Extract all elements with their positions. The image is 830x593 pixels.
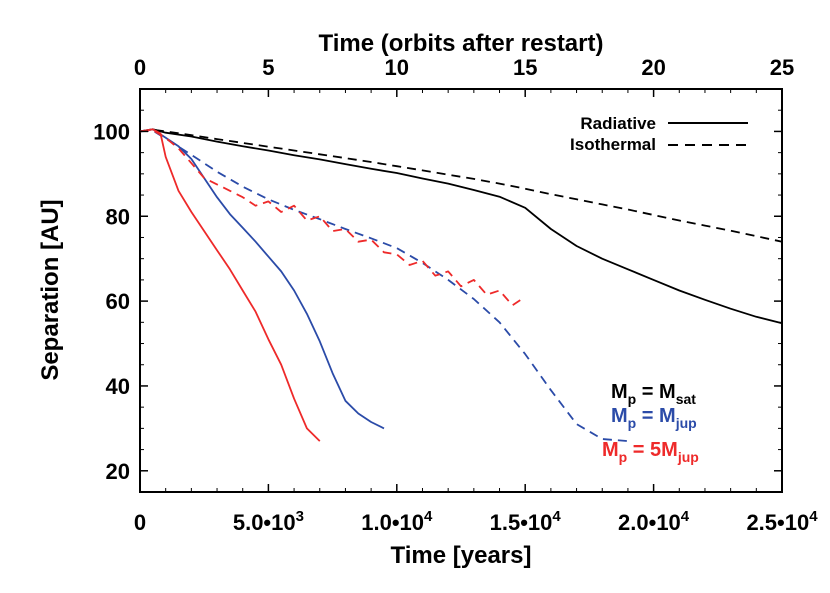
x2-axis-title: Time (orbits after restart)	[319, 30, 604, 57]
y-tick-label: 80	[106, 204, 130, 229]
legend: Radiative Isothermal	[570, 114, 748, 154]
mass-label: Mp = Mjup	[611, 405, 697, 431]
series-line-5mjup-isothermal	[139, 129, 526, 307]
x2-tick-label: 25	[770, 55, 794, 80]
y-tick-label: 40	[106, 374, 130, 399]
y-tick-label: 60	[106, 289, 130, 314]
series-layer	[139, 128, 783, 442]
x2-tick-label: 20	[641, 55, 665, 80]
y-tick-label: 20	[106, 459, 130, 484]
y-axis-title: Separation [AU]	[37, 199, 64, 380]
series-line-msat-isothermal	[139, 128, 783, 243]
x2-tick-label: 5	[262, 55, 274, 80]
plot-frame	[139, 88, 783, 493]
legend-label-radiative: Radiative	[580, 114, 656, 133]
series-line-msat-radiative	[139, 128, 783, 325]
x-tick-label: 1.0•104	[361, 508, 433, 535]
legend-label-isothermal: Isothermal	[570, 135, 656, 154]
x-tick-label: 5.0•103	[233, 508, 304, 535]
mass-label: Mp = 5Mjup	[602, 439, 699, 465]
ticks-layer: 0 5.0•103 1.0•104 1.5•104 2.0•104 2.5•104 0 5 10…	[93, 55, 818, 535]
x2-tick-label: 10	[385, 55, 409, 80]
mass-label: Mp = Msat	[611, 381, 696, 407]
series-line-mjup-radiative	[139, 128, 385, 430]
series-line-5mjup-radiative	[139, 128, 321, 442]
y-tick-label: 100	[93, 119, 130, 144]
x2-tick-label: 0	[134, 55, 146, 80]
x-tick-label: 1.5•104	[490, 508, 562, 535]
x-axis-title: Time [years]	[391, 542, 532, 569]
series-line-mjup-isothermal	[139, 129, 628, 442]
x-tick-label: 2.5•104	[746, 508, 818, 535]
x-tick-label: 2.0•104	[618, 508, 690, 535]
x-tick-label: 0	[134, 510, 146, 535]
x2-tick-label: 15	[513, 55, 537, 80]
